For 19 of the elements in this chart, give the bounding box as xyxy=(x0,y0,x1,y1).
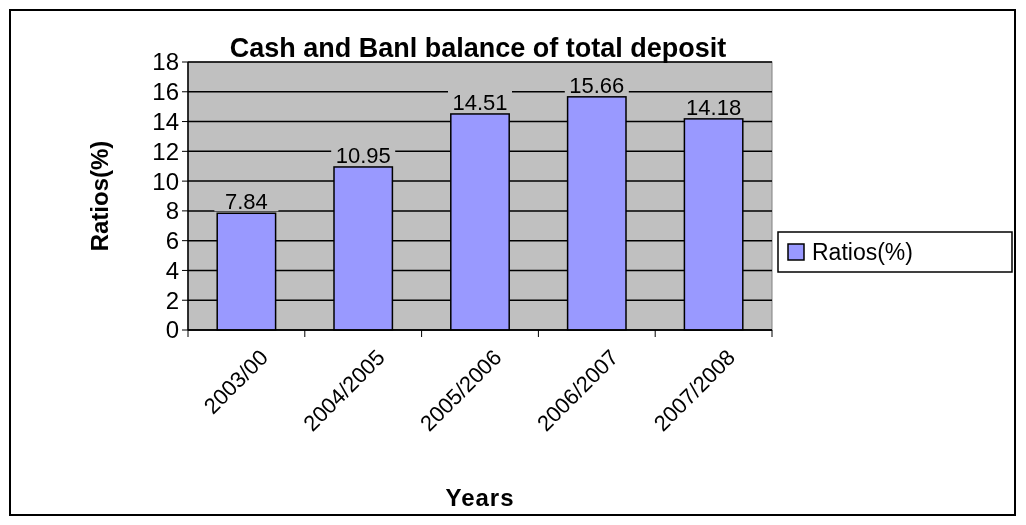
chart-title: Cash and Banl balance of total deposit xyxy=(229,33,727,63)
y-tick-label: 0 xyxy=(165,316,179,344)
data-label: 14.18 xyxy=(686,94,742,120)
y-tick-label: 6 xyxy=(165,227,179,255)
data-label: 14.51 xyxy=(452,89,508,115)
y-tick-label: 12 xyxy=(152,137,179,165)
data-label: 15.66 xyxy=(569,72,625,98)
y-axis-title: Ratios(%) xyxy=(86,140,113,252)
y-tick-label: 8 xyxy=(165,197,179,225)
y-tick-label: 14 xyxy=(152,107,179,135)
data-label: 10.95 xyxy=(335,142,391,168)
legend-label: Ratios(%) xyxy=(812,239,913,266)
y-tick-label: 4 xyxy=(165,256,179,284)
data-label: 7.84 xyxy=(224,189,268,215)
y-tick-label: 16 xyxy=(152,78,179,106)
y-tick-label: 10 xyxy=(152,167,179,195)
x-axis-title: Years xyxy=(445,484,515,511)
y-tick-label: 18 xyxy=(152,48,179,76)
y-tick-label: 2 xyxy=(165,286,179,314)
